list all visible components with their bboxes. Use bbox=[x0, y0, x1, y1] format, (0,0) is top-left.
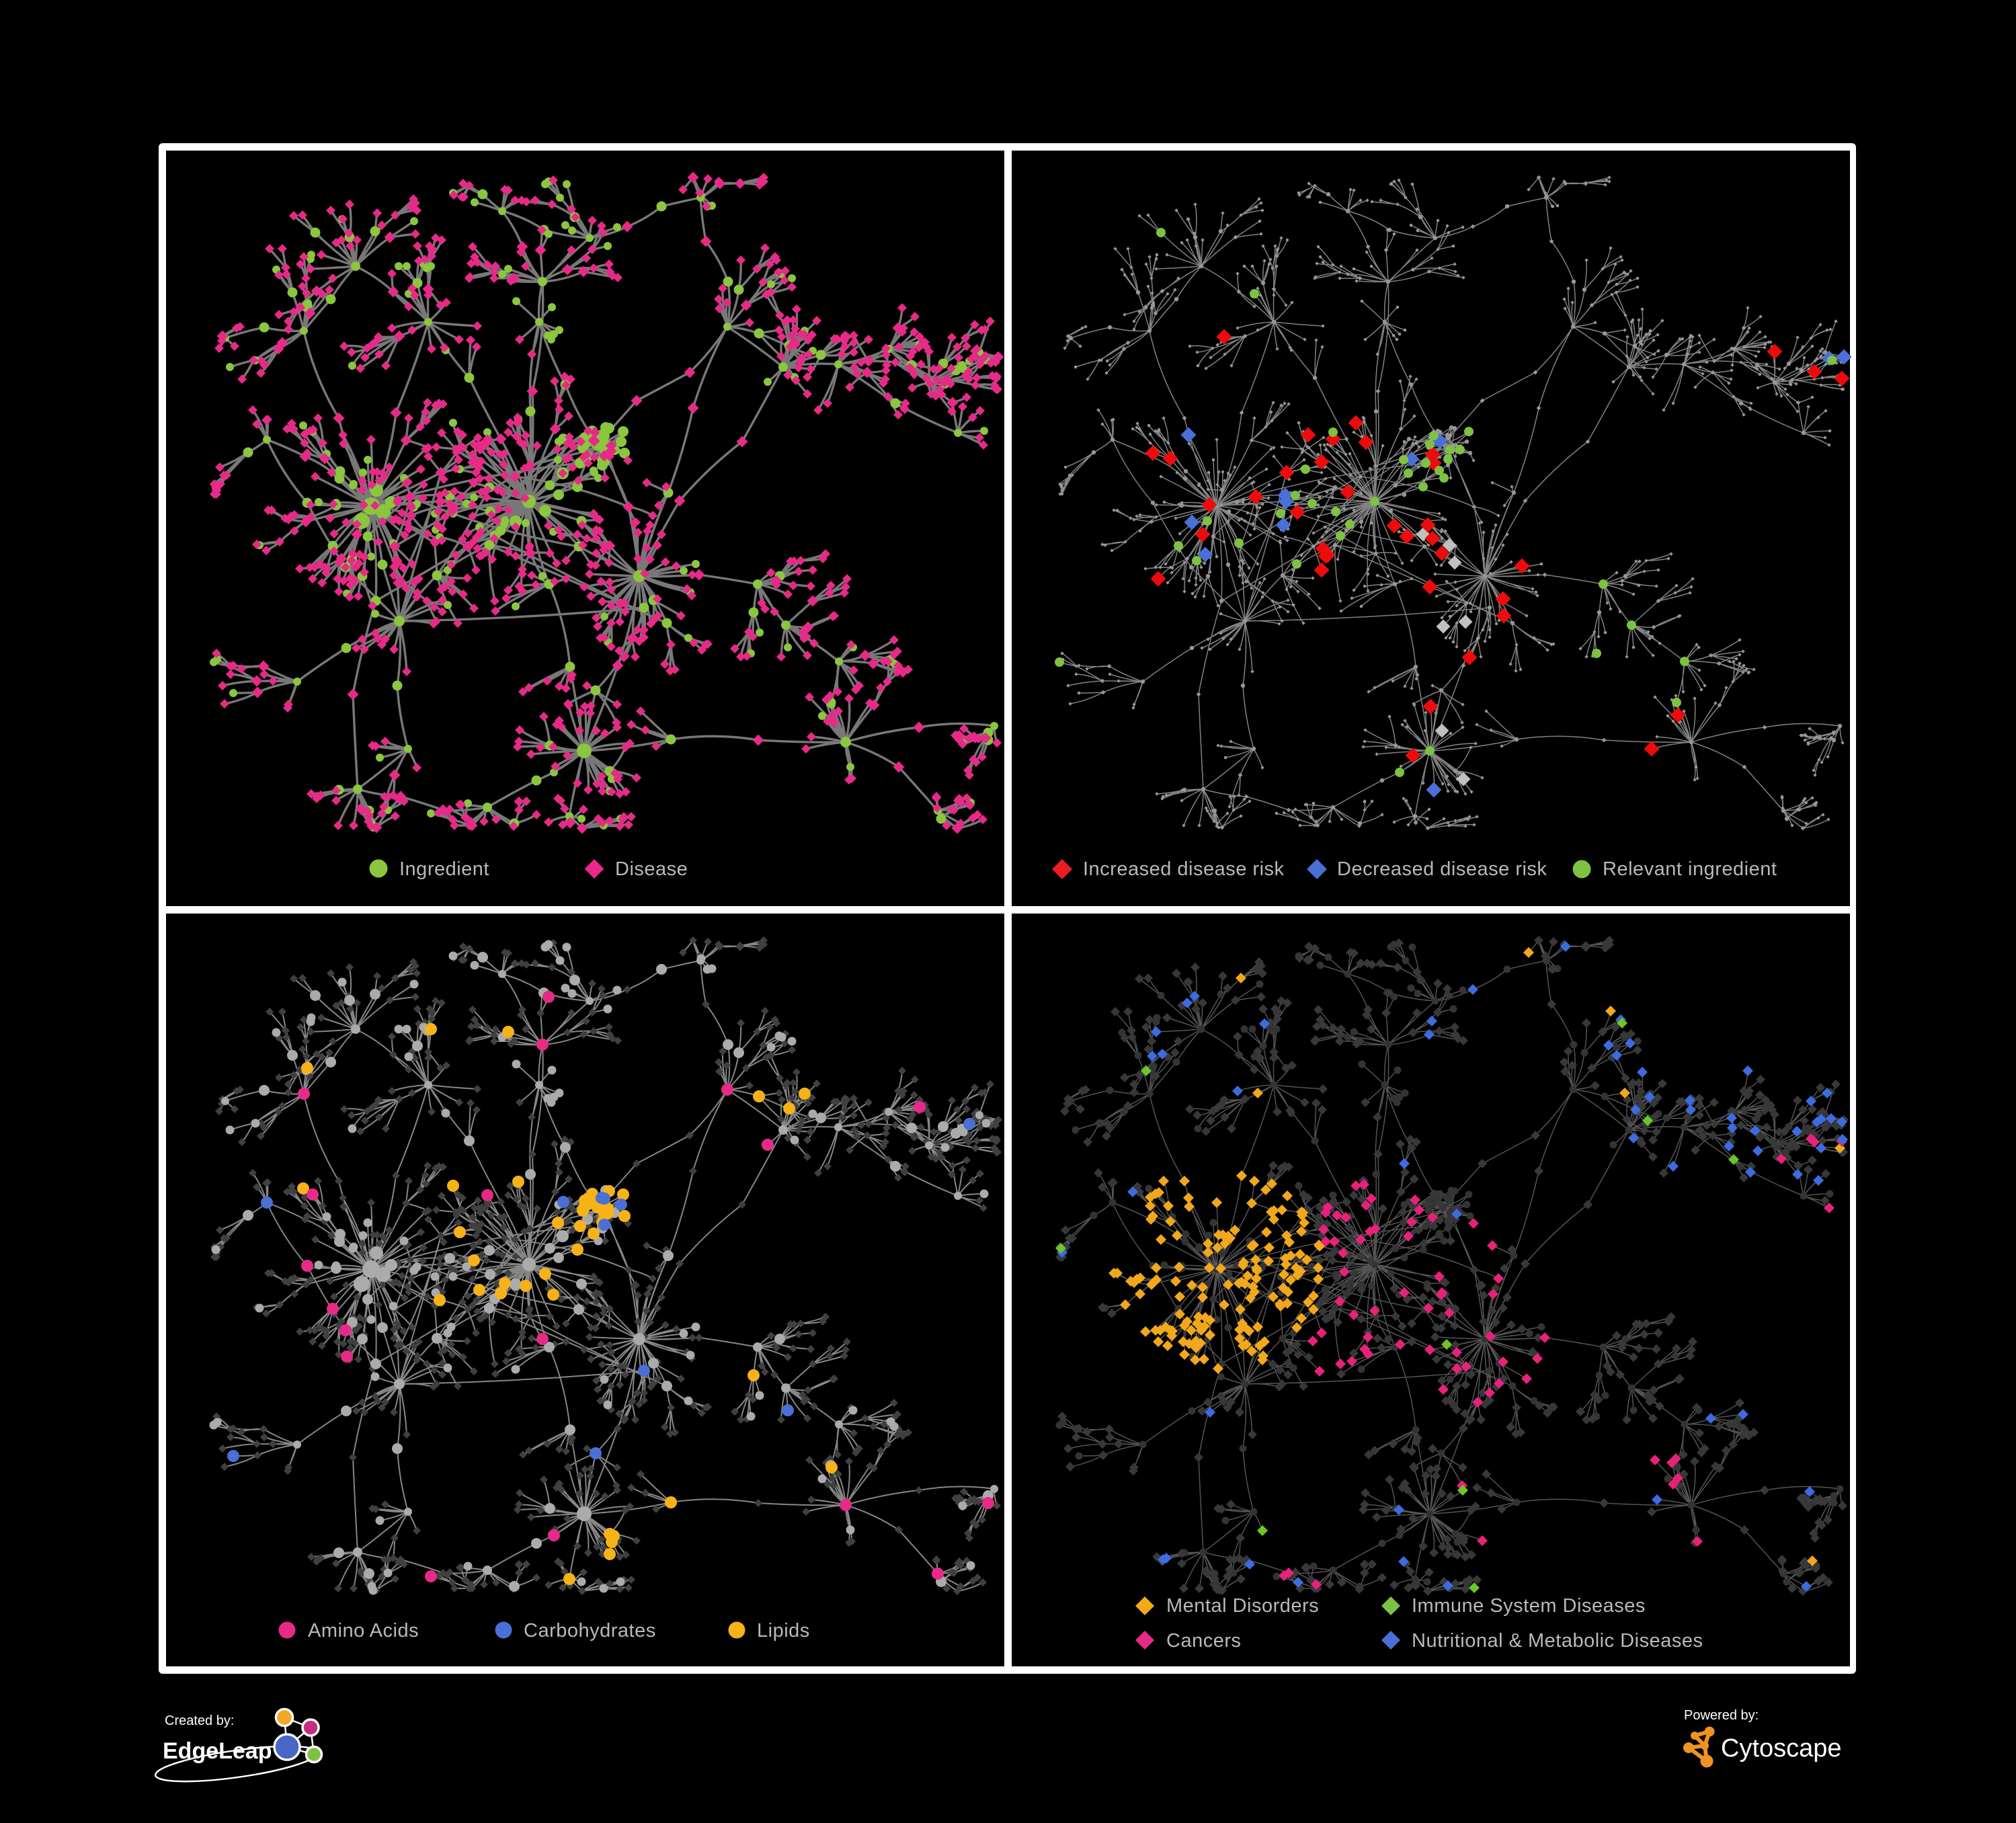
svg-text:Powered by:: Powered by: bbox=[1684, 1708, 1759, 1723]
svg-text:EdgeLeap: EdgeLeap bbox=[163, 1738, 272, 1764]
svg-text:Lipids: Lipids bbox=[757, 1620, 810, 1642]
svg-text:Created by:: Created by: bbox=[165, 1713, 234, 1728]
svg-text:Relevant ingredient: Relevant ingredient bbox=[1603, 858, 1777, 880]
svg-text:Nutritional & Metabolic Diseas: Nutritional & Metabolic Diseases bbox=[1412, 1630, 1703, 1652]
svg-text:Amino Acids: Amino Acids bbox=[308, 1620, 419, 1642]
svg-text:Carbohydrates: Carbohydrates bbox=[524, 1620, 656, 1642]
svg-text:Mental Disorders: Mental Disorders bbox=[1166, 1595, 1319, 1617]
svg-text:Decreased disease risk: Decreased disease risk bbox=[1337, 858, 1547, 880]
svg-text:Increased disease risk: Increased disease risk bbox=[1083, 858, 1285, 880]
svg-text:Cancers: Cancers bbox=[1166, 1630, 1242, 1652]
svg-text:Disease: Disease bbox=[615, 858, 688, 880]
svg-text:Cytoscape: Cytoscape bbox=[1721, 1734, 1842, 1763]
svg-text:Ingredient: Ingredient bbox=[399, 858, 489, 880]
svg-text:Immune System Diseases: Immune System Diseases bbox=[1412, 1595, 1646, 1617]
